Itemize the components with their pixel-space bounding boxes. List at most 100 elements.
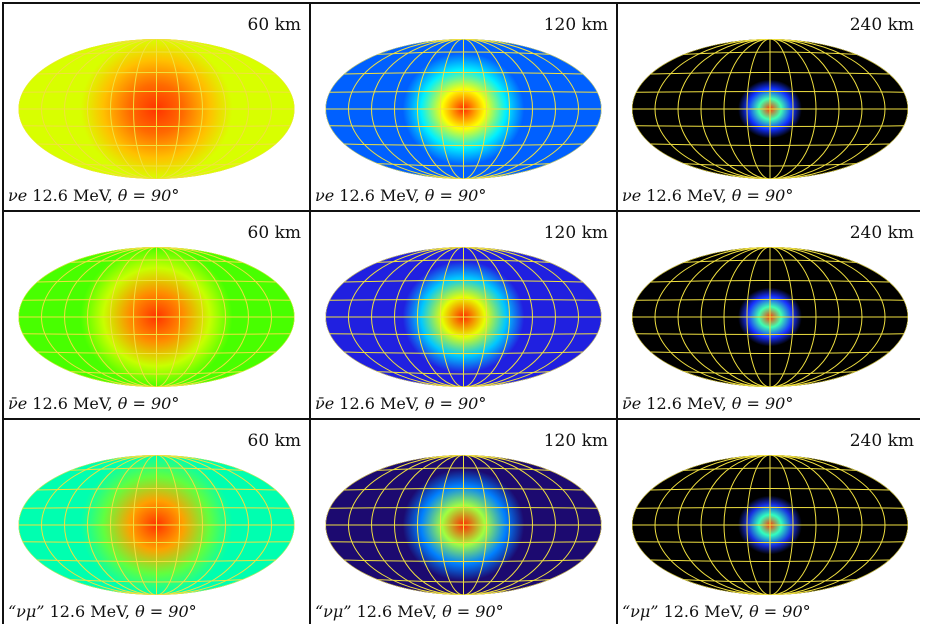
angle-value: θ = 90° [749,602,811,621]
parallel-line [636,333,904,336]
parallel-line [650,488,890,491]
parallel-line [683,163,857,167]
parallel-line [36,559,277,562]
neutrino-species: “νμ” [622,602,659,621]
parallel-line [22,298,291,301]
aitoff-projection-map [632,247,908,387]
panel-caption: “νμ” 12.6 MeV, θ = 90° [8,602,197,621]
parallel-line [36,351,277,354]
parallel-line [377,371,550,375]
distance-label: 120 km [543,15,608,35]
parallel-line [683,371,857,375]
aitoff-projection-map [18,247,295,387]
parallel-line [70,259,243,263]
angle-value: θ = 90° [424,394,487,413]
aitoff-projection-map [325,455,602,595]
distance-label: 240 km [849,431,914,451]
parallel-line [70,163,243,167]
neutrino-species: ν̄e [315,394,335,413]
energy-value: 12.6 MeV, [27,394,118,413]
angle-value: θ = 90° [731,394,794,413]
angle-value: θ = 90° [135,602,197,621]
parallel-line [683,579,857,583]
skymap-panel: 60 km ν̄e 12.6 MeV, θ = 90° [4,212,309,418]
parallel-line [329,506,598,509]
parallel-line [22,333,291,336]
parallel-line [650,72,890,75]
distance-label: 60 km [247,223,301,243]
parallel-line [636,506,904,509]
skymap-panel: 120 km ν̄e 12.6 MeV, θ = 90° [311,212,616,418]
angle-value: θ = 90° [117,186,180,205]
parallel-line [36,72,277,75]
coordinate-grid [632,455,908,595]
parallel-line [377,259,550,263]
parallel-line [329,333,598,336]
skymap-panel: 240 km ν̄e 12.6 MeV, θ = 90° [618,212,922,418]
coordinate-grid [325,247,602,387]
parallel-line [70,371,243,375]
parallel-line [377,467,550,471]
neutrino-species: ν̄e [622,394,642,413]
energy-value: 12.6 MeV, [334,394,425,413]
aitoff-projection-map [325,39,602,179]
panel-caption: νe 12.6 MeV, θ = 90° [622,186,793,205]
energy-value: 12.6 MeV, [641,186,732,205]
distance-label: 240 km [849,15,914,35]
parallel-line [377,579,550,583]
parallel-line [22,506,291,509]
distance-label: 120 km [543,223,608,243]
distance-label: 60 km [247,15,301,35]
panel-caption: ν̄e 12.6 MeV, θ = 90° [315,394,486,413]
parallel-line [70,579,243,583]
parallel-line [36,143,277,146]
parallel-line [22,90,291,93]
angle-value: θ = 90° [424,186,487,205]
panel-caption: “νμ” 12.6 MeV, θ = 90° [315,602,504,621]
parallel-line [683,467,857,471]
neutrino-species: ν̄e [8,394,28,413]
coordinate-grid [18,455,295,595]
distance-label: 120 km [543,431,608,451]
neutrino-species: “νμ” [8,602,45,621]
energy-value: 12.6 MeV, [27,186,118,205]
skymap-panel: 120 km νe 12.6 MeV, θ = 90° [311,4,616,210]
panel-caption: νe 12.6 MeV, θ = 90° [8,186,179,205]
energy-value: 12.6 MeV, [351,602,443,621]
angle-value: θ = 90° [442,602,504,621]
energy-value: 12.6 MeV, [658,602,750,621]
parallel-line [70,467,243,471]
panel-caption: ν̄e 12.6 MeV, θ = 90° [622,394,793,413]
energy-value: 12.6 MeV, [44,602,136,621]
parallel-line [343,559,584,562]
aitoff-projection-map [632,39,908,179]
neutrino-species: νe [8,186,28,205]
parallel-line [650,143,890,146]
parallel-line [377,51,550,55]
skymap-panel: 240 km “νμ” 12.6 MeV, θ = 90° [618,420,922,626]
coordinate-grid [18,247,295,387]
parallel-line [329,125,598,128]
parallel-line [329,90,598,93]
angle-value: θ = 90° [731,186,794,205]
parallel-line [636,125,904,128]
coordinate-grid [325,39,602,179]
parallel-line [329,298,598,301]
parallel-line [650,280,890,283]
panel-caption: νe 12.6 MeV, θ = 90° [315,186,486,205]
skymap-panel: 240 km νe 12.6 MeV, θ = 90° [618,4,922,210]
aitoff-projection-map [18,455,295,595]
aitoff-projection-map [632,455,908,595]
parallel-line [343,351,584,354]
parallel-line [636,298,904,301]
parallel-line [343,280,584,283]
skymap-panel: 60 km νe 12.6 MeV, θ = 90° [4,4,309,210]
parallel-line [636,541,904,544]
energy-value: 12.6 MeV, [641,394,732,413]
parallel-line [22,541,291,544]
coordinate-grid [632,39,908,179]
distance-label: 60 km [247,431,301,451]
skymap-panel: 60 km “νμ” 12.6 MeV, θ = 90° [4,420,309,626]
parallel-line [329,541,598,544]
coordinate-grid [632,247,908,387]
